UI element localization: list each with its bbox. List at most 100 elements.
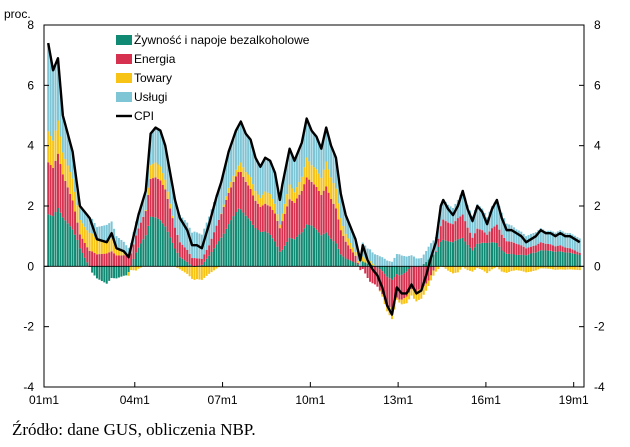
y-tick-label-right-2: 2 bbox=[594, 199, 601, 213]
bar-food-50 bbox=[169, 237, 172, 267]
bar-food-64 bbox=[203, 261, 206, 267]
bar-services-188 bbox=[505, 223, 508, 242]
bar-energy-108 bbox=[310, 181, 313, 226]
bar-goods-130 bbox=[364, 258, 367, 263]
x-tick-label-13m1: 13m1 bbox=[383, 393, 413, 407]
bar-services-24 bbox=[105, 224, 108, 241]
bar-food-98 bbox=[286, 241, 289, 267]
bar-goods-136 bbox=[378, 290, 381, 292]
bar-energy-65 bbox=[205, 249, 208, 259]
bar-services-20 bbox=[95, 227, 98, 241]
bar-goods-137 bbox=[381, 294, 384, 297]
y-tick-label-left-2: 2 bbox=[27, 199, 34, 213]
bar-food-175 bbox=[473, 247, 476, 267]
bar-food-135 bbox=[376, 266, 379, 268]
bar-goods-143 bbox=[395, 297, 398, 300]
bar-energy-80 bbox=[242, 176, 245, 213]
bar-services-5 bbox=[59, 86, 62, 137]
bar-goods-84 bbox=[252, 184, 255, 196]
bar-energy-112 bbox=[320, 194, 323, 236]
bar-food-209 bbox=[556, 251, 559, 267]
bar-goods-14 bbox=[81, 223, 84, 239]
bar-services-42 bbox=[149, 133, 152, 166]
bar-energy-74 bbox=[227, 192, 230, 225]
legend-label-energy: Energia bbox=[134, 52, 176, 66]
bar-goods-185 bbox=[498, 266, 501, 270]
bar-goods-28 bbox=[115, 248, 118, 256]
bar-energy-82 bbox=[247, 185, 250, 219]
bar-food-8 bbox=[66, 223, 69, 267]
bar-food-69 bbox=[215, 244, 218, 267]
bar-services-180 bbox=[486, 217, 489, 235]
bar-services-40 bbox=[144, 190, 147, 211]
bar-services-57 bbox=[186, 222, 189, 250]
bar-energy-151 bbox=[415, 266, 418, 292]
bar-services-92 bbox=[271, 166, 274, 199]
bar-energy-149 bbox=[410, 266, 413, 289]
bar-food-183 bbox=[493, 242, 496, 267]
bar-goods-146 bbox=[403, 298, 406, 304]
bar-goods-69 bbox=[215, 266, 218, 269]
bar-energy-216 bbox=[573, 250, 576, 254]
bar-energy-119 bbox=[337, 219, 340, 249]
bar-food-119 bbox=[337, 248, 340, 267]
bar-goods-145 bbox=[400, 299, 403, 305]
bar-goods-62 bbox=[198, 266, 201, 280]
bar-goods-177 bbox=[478, 266, 481, 269]
bar-services-193 bbox=[517, 230, 520, 245]
bar-services-173 bbox=[469, 210, 472, 233]
bar-goods-175 bbox=[473, 266, 476, 270]
bar-food-38 bbox=[139, 243, 142, 267]
bar-food-154 bbox=[422, 263, 425, 267]
bar-services-170 bbox=[461, 190, 464, 215]
bar-goods-23 bbox=[103, 240, 106, 254]
bar-services-111 bbox=[317, 142, 320, 174]
bar-energy-193 bbox=[517, 244, 520, 255]
bar-food-168 bbox=[456, 239, 459, 267]
y-tick-label-left-6: 6 bbox=[27, 78, 34, 92]
bar-food-129 bbox=[361, 261, 364, 267]
x-tick-label-01m1: 01m1 bbox=[29, 393, 59, 407]
bar-food-104 bbox=[300, 232, 303, 267]
bar-food-216 bbox=[573, 253, 576, 267]
bar-services-11 bbox=[74, 169, 77, 192]
bar-energy-33 bbox=[127, 256, 130, 267]
bar-goods-186 bbox=[500, 266, 503, 272]
bar-services-69 bbox=[215, 194, 218, 226]
bar-energy-91 bbox=[269, 206, 272, 235]
bar-energy-196 bbox=[525, 248, 528, 256]
bar-food-170 bbox=[461, 237, 464, 267]
bar-services-140 bbox=[388, 261, 391, 267]
bar-energy-126 bbox=[354, 255, 357, 263]
bar-services-149 bbox=[410, 255, 413, 267]
bar-services-30 bbox=[120, 239, 123, 251]
bar-food-100 bbox=[291, 238, 294, 267]
bar-food-164 bbox=[447, 241, 450, 267]
bar-food-131 bbox=[366, 263, 369, 267]
legend-swatch-food bbox=[116, 35, 132, 45]
bar-energy-199 bbox=[532, 245, 535, 253]
bar-food-110 bbox=[315, 229, 318, 267]
y-tick-label-left-8: 8 bbox=[27, 18, 34, 32]
bar-services-183 bbox=[493, 202, 496, 227]
bar-goods-112 bbox=[320, 177, 323, 195]
bar-energy-103 bbox=[298, 194, 301, 235]
bar-goods-113 bbox=[322, 169, 325, 191]
bar-services-8 bbox=[66, 133, 69, 166]
bar-food-155 bbox=[425, 261, 428, 267]
bar-goods-70 bbox=[217, 266, 220, 268]
bar-food-42 bbox=[149, 216, 152, 267]
bar-services-2 bbox=[52, 70, 55, 141]
bar-goods-199 bbox=[532, 266, 535, 271]
bar-food-191 bbox=[512, 254, 515, 267]
bar-energy-21 bbox=[98, 254, 101, 267]
bar-energy-73 bbox=[225, 199, 228, 229]
bar-food-111 bbox=[317, 232, 320, 267]
bar-goods-118 bbox=[334, 188, 337, 209]
y-tick-label-left--2: -2 bbox=[23, 320, 34, 334]
bar-energy-72 bbox=[222, 207, 225, 234]
bar-energy-204 bbox=[544, 243, 547, 251]
bar-food-123 bbox=[347, 259, 350, 267]
bar-energy-19 bbox=[93, 252, 96, 267]
bar-food-53 bbox=[176, 252, 179, 267]
